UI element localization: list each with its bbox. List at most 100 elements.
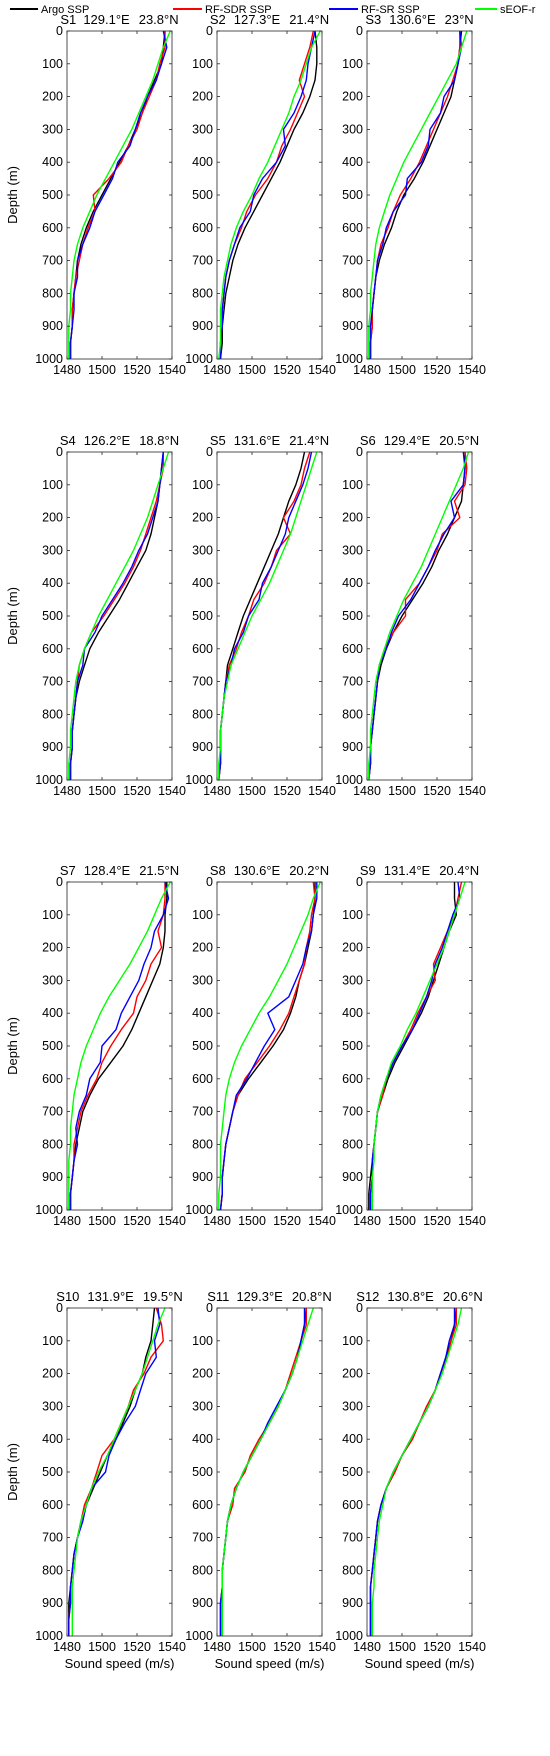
y-tick-label: 0: [356, 445, 363, 459]
longitude-label: 130.6°E: [234, 863, 281, 878]
y-tick-label: 0: [206, 875, 213, 889]
series-line-rf-sr-ssp-s9: [369, 882, 461, 1210]
longitude-label: 127.3°E: [234, 12, 281, 27]
y-tick-label: 400: [42, 576, 63, 590]
y-axis-label: Depth (m): [5, 166, 20, 224]
y-axis-label: Depth (m): [5, 1017, 20, 1075]
x-tick-label: 1500: [88, 1214, 116, 1228]
legend: Argo SSP RF-SDR SSP RF-SR SSP sEOF-r: [10, 4, 536, 16]
series-line-argo-ssp-s1: [69, 31, 166, 359]
series-line-argo-ssp-s5: [218, 452, 306, 780]
y-tick-label: 300: [342, 543, 363, 557]
y-tick-label: 900: [342, 1596, 363, 1610]
x-tick-label: 1520: [273, 1214, 301, 1228]
latitude-label: 21.4°N: [289, 12, 329, 27]
series-line-rf-sdr-ssp-s10: [68, 1308, 165, 1636]
y-tick-label: 100: [192, 478, 213, 492]
y-tick-label: 200: [192, 90, 213, 104]
x-tick-label: 1520: [123, 1640, 151, 1654]
y-tick-label: 500: [42, 188, 63, 202]
x-tick-label: 1520: [123, 1214, 151, 1228]
y-tick-label: 800: [342, 1137, 363, 1151]
longitude-label: 130.8°E: [387, 1289, 434, 1304]
y-tick-label: 600: [42, 642, 63, 656]
panel-title: S7 128.4°E 21.5°N: [60, 863, 179, 878]
x-tick-label: 1500: [88, 1640, 116, 1654]
y-tick-label: 100: [342, 1334, 363, 1348]
y-tick-label: 200: [42, 90, 63, 104]
x-tick-label: 1500: [88, 784, 116, 798]
y-tick-label: 0: [56, 445, 63, 459]
latitude-label: 23°N: [445, 12, 474, 27]
y-tick-label: 800: [192, 1137, 213, 1151]
y-tick-label: 600: [342, 1072, 363, 1086]
x-tick-label: 1480: [53, 363, 81, 377]
x-tick-label: 1500: [388, 1640, 416, 1654]
station-label: S7: [60, 863, 76, 878]
y-tick-label: 700: [192, 254, 213, 268]
y-tick-label: 400: [342, 1006, 363, 1020]
y-tick-label: 300: [192, 543, 213, 557]
y-tick-label: 800: [42, 707, 63, 721]
y-tick-label: 200: [342, 90, 363, 104]
series-line-rf-sr-ssp-s1: [69, 31, 168, 359]
latitude-label: 18.8°N: [139, 433, 179, 448]
y-tick-label: 400: [192, 1432, 213, 1446]
axes-box: [216, 1307, 323, 1637]
y-tick-label: 900: [42, 1170, 63, 1184]
y-tick-label: 0: [206, 1301, 213, 1315]
y-tick-label: 0: [356, 875, 363, 889]
x-tick-label: 1500: [238, 784, 266, 798]
y-tick-label: 500: [42, 1039, 63, 1053]
series-line-rf-sdr-ssp-s3: [369, 31, 461, 359]
y-tick-label: 700: [42, 1531, 63, 1545]
y-tick-label: 1000: [35, 1203, 63, 1217]
y-tick-label: 900: [192, 1170, 213, 1184]
x-tick-label: 1480: [203, 1640, 231, 1654]
series-line-rf-sr-ssp-s5: [218, 452, 313, 780]
series-line-argo-ssp-s12: [369, 1308, 457, 1636]
y-tick-label: 200: [192, 941, 213, 955]
panel-title: S10 131.9°E 19.5°N: [56, 1289, 182, 1304]
axes-box: [366, 451, 473, 781]
y-tick-label: 100: [42, 57, 63, 71]
y-tick-label: 1000: [335, 352, 363, 366]
latitude-label: 21.5°N: [139, 863, 179, 878]
x-tick-label: 1480: [203, 363, 231, 377]
y-tick-label: 100: [192, 908, 213, 922]
y-tick-label: 100: [192, 1334, 213, 1348]
panel-title: S1 129.1°E 23.8°N: [60, 12, 178, 27]
station-label: S3: [365, 12, 381, 27]
series-line-seof-r-s3: [368, 31, 468, 359]
y-tick-label: 600: [342, 221, 363, 235]
panel-title: S4 126.2°E 18.8°N: [60, 433, 179, 448]
series-line-rf-sdr-ssp-s7: [69, 882, 166, 1210]
x-tick-label: 1480: [203, 784, 231, 798]
y-tick-label: 0: [56, 24, 63, 38]
y-tick-label: 0: [206, 24, 213, 38]
x-tick-label: 1520: [423, 1214, 451, 1228]
x-tick-label: 1540: [308, 784, 336, 798]
x-tick-label: 1540: [308, 1640, 336, 1654]
y-tick-label: 200: [192, 1367, 213, 1381]
x-tick-label: 1480: [353, 1214, 381, 1228]
series-line-seof-r-s7: [68, 882, 171, 1210]
series-line-rf-sdr-ssp-s6: [368, 452, 468, 780]
x-tick-label: 1480: [203, 1214, 231, 1228]
y-tick-label: 1000: [185, 1203, 213, 1217]
y-tick-label: 400: [192, 576, 213, 590]
y-tick-label: 800: [42, 1137, 63, 1151]
y-tick-label: 400: [42, 1006, 63, 1020]
x-tick-label: 1540: [308, 363, 336, 377]
y-tick-label: 200: [42, 511, 63, 525]
y-tick-label: 200: [342, 1367, 363, 1381]
y-tick-label: 0: [356, 24, 363, 38]
legend-label-2: RF-SDR SSP: [205, 4, 272, 16]
